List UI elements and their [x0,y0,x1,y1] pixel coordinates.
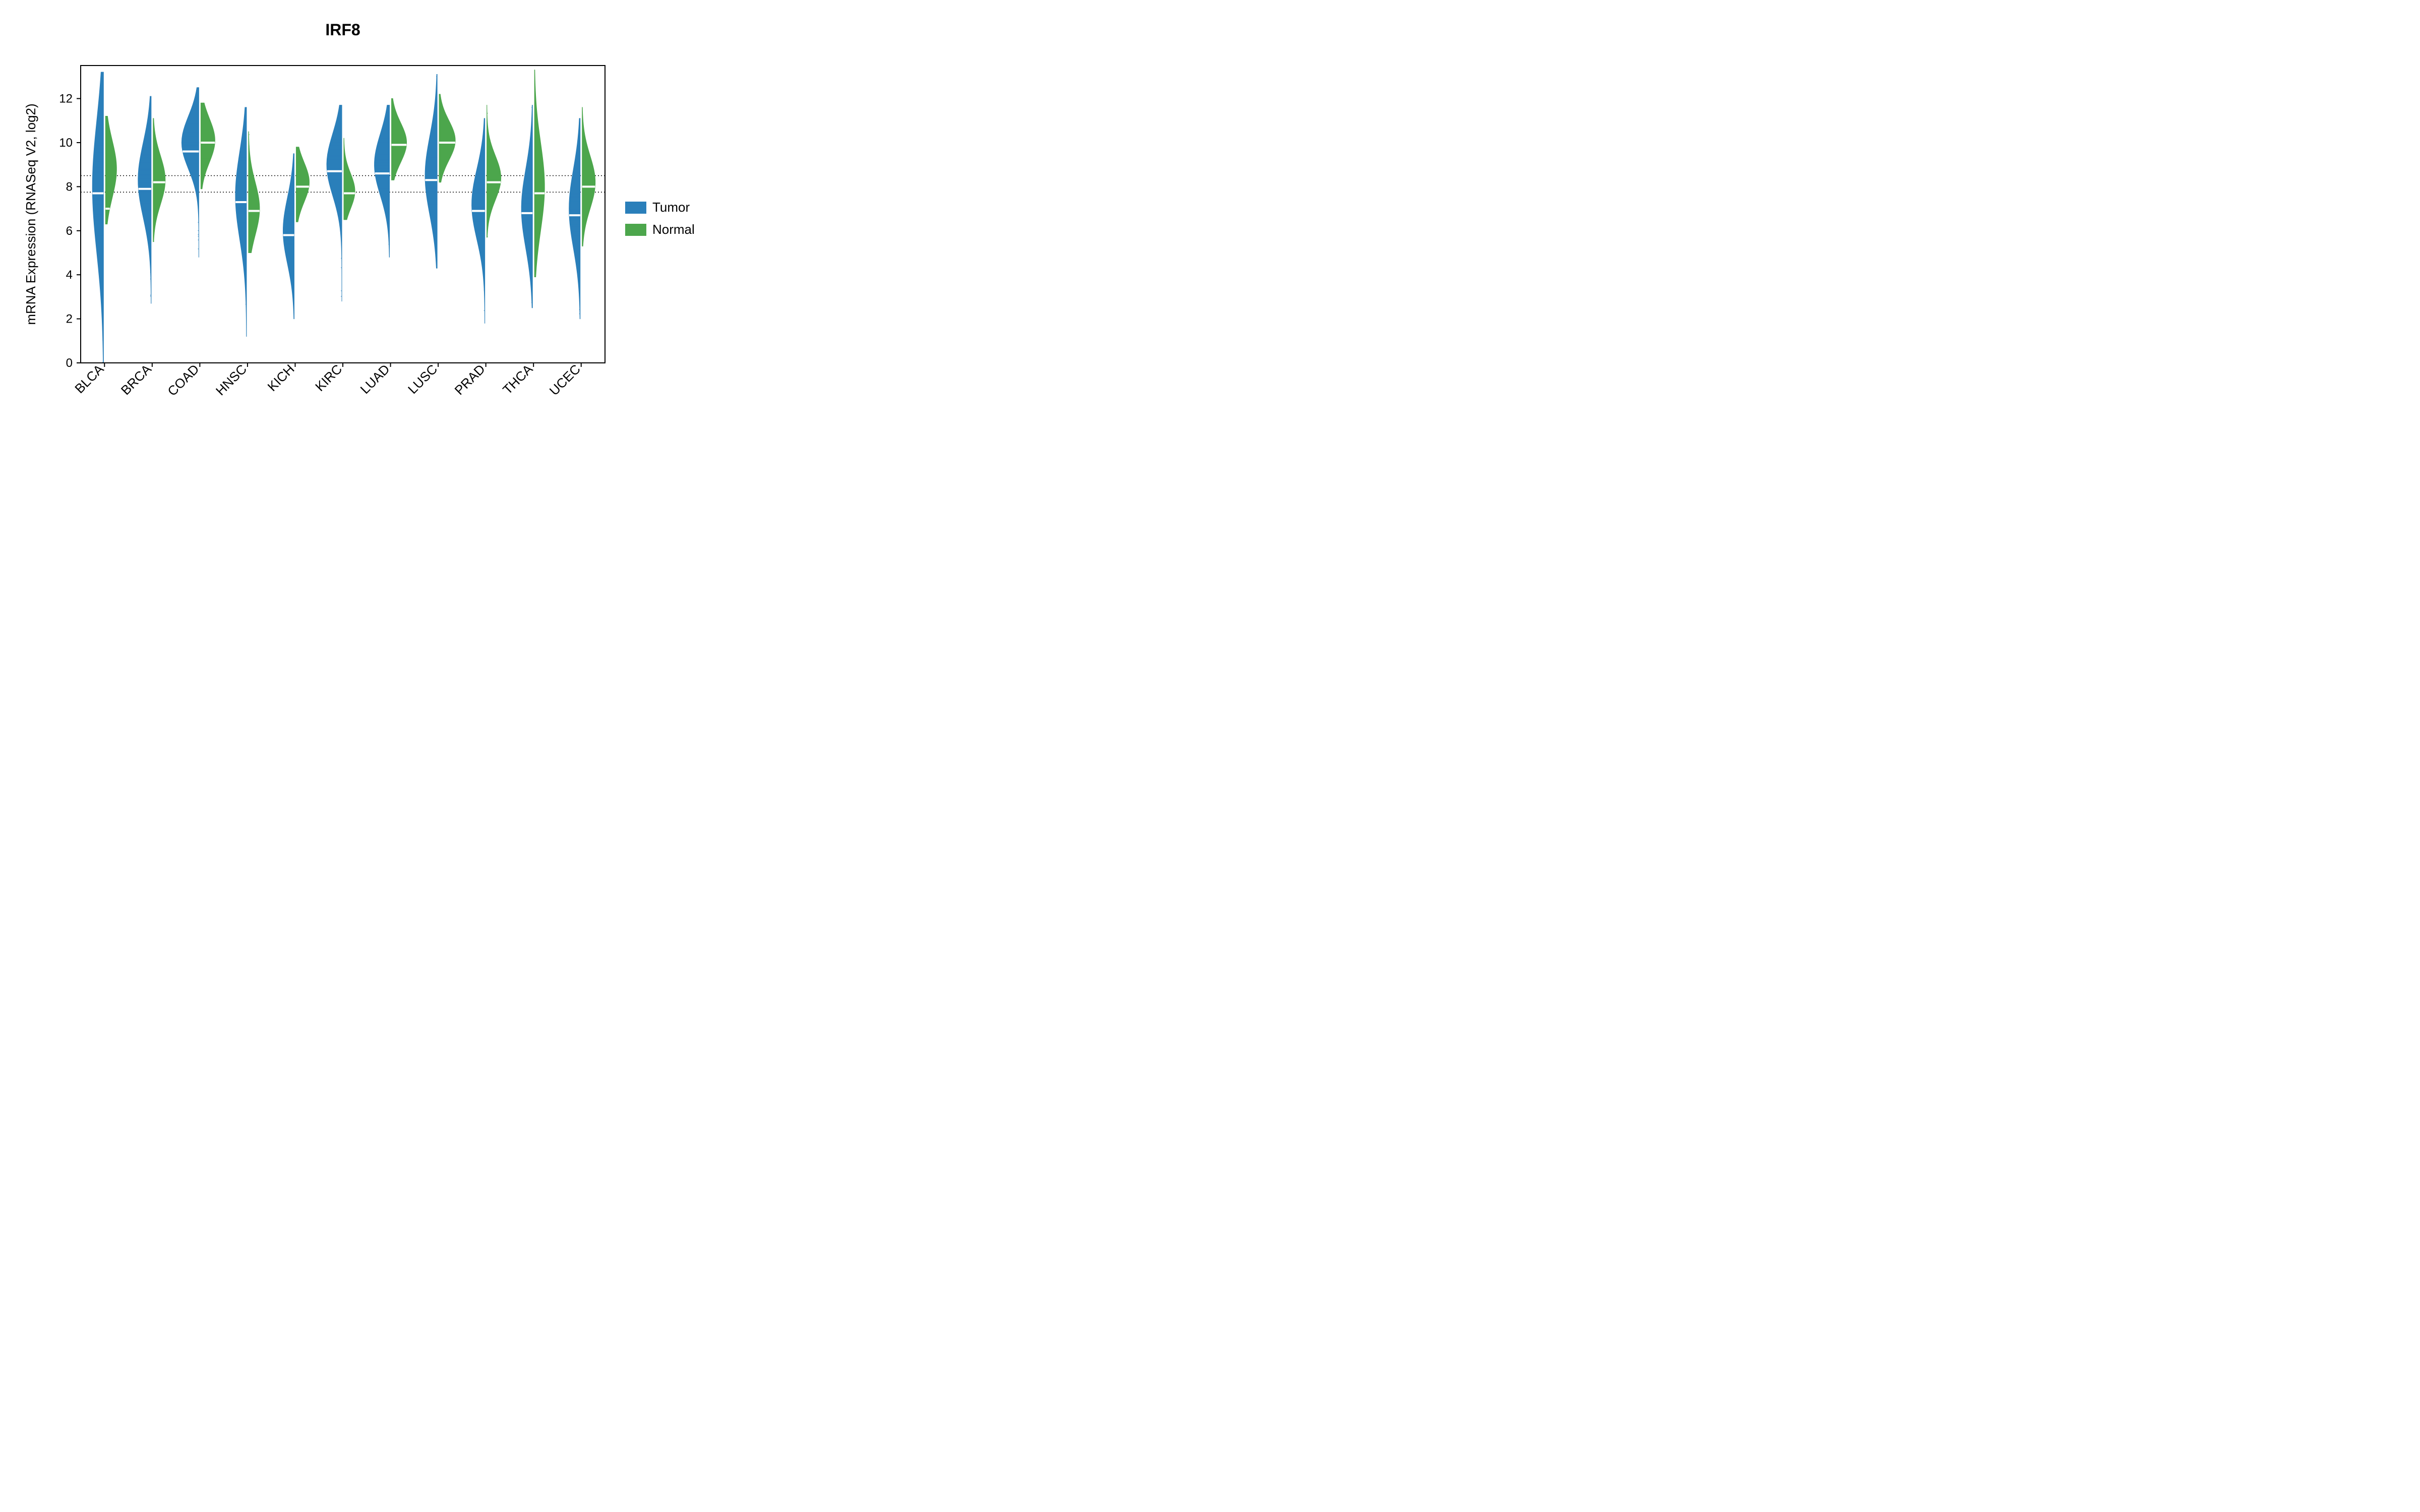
chart-container: 024681012BLCABRCACOADHNSCKICHKIRCLUADLUS… [0,0,726,454]
legend-swatch [625,202,646,214]
y-axis-label: mRNA Expression (RNASeq V2, log2) [23,103,38,325]
y-tick-label: 0 [66,356,73,370]
chart-title: IRF8 [325,21,360,39]
legend-label: Normal [652,222,695,237]
legend-label: Tumor [652,200,690,215]
y-tick-label: 4 [66,268,73,282]
y-tick-label: 2 [66,312,73,326]
y-tick-label: 10 [59,136,73,150]
legend-swatch [625,224,646,236]
y-tick-label: 8 [66,180,73,194]
y-tick-label: 12 [59,92,73,106]
y-tick-label: 6 [66,224,73,238]
beanplot-svg: 024681012BLCABRCACOADHNSCKICHKIRCLUADLUS… [0,0,726,454]
